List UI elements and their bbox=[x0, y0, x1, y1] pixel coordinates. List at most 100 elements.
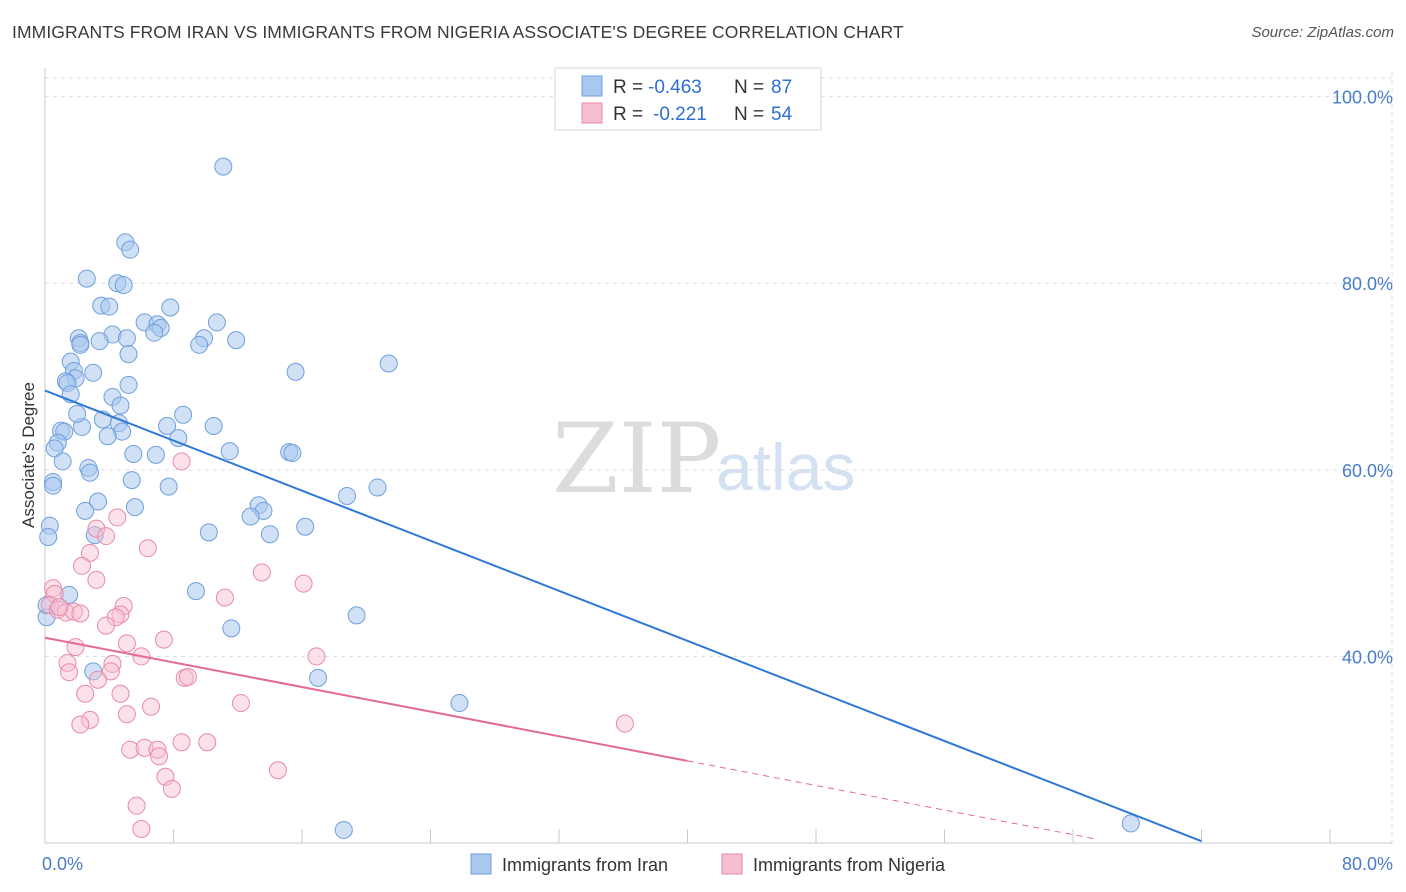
iran-point bbox=[80, 463, 99, 482]
iran-point bbox=[283, 444, 302, 463]
nigeria-point bbox=[80, 710, 99, 729]
watermark-atlas: atlas bbox=[716, 430, 855, 504]
iran-point bbox=[207, 313, 226, 332]
iran-point bbox=[296, 517, 315, 536]
iran-trend-line bbox=[44, 389, 1202, 843]
iran-point bbox=[45, 439, 64, 458]
iran-point bbox=[77, 269, 96, 288]
nigeria-point bbox=[50, 597, 69, 616]
nigeria-point bbox=[108, 508, 127, 527]
nigeria-point bbox=[215, 588, 234, 607]
iran-point bbox=[286, 362, 305, 381]
legend-iran-r-label: R = bbox=[613, 77, 643, 98]
iran-point bbox=[450, 694, 469, 713]
iran-point bbox=[98, 427, 117, 446]
y-tick-labels: 100.0% 80.0% 60.0% 40.0% bbox=[1332, 88, 1393, 668]
nigeria-point bbox=[117, 705, 136, 724]
iran-point bbox=[119, 345, 138, 364]
nigeria-point bbox=[111, 684, 130, 703]
chart-title: IMMIGRANTS FROM IRAN VS IMMIGRANTS FROM … bbox=[12, 22, 904, 42]
legend-nigeria-r-value: -0.221 bbox=[653, 104, 707, 125]
nigeria-point bbox=[60, 663, 79, 682]
bottom-legend: Immigrants from Iran Immigrants from Nig… bbox=[470, 853, 946, 875]
legend-nigeria-r-label: R = bbox=[613, 104, 643, 125]
iran-point bbox=[159, 477, 178, 496]
iran-point bbox=[161, 298, 180, 317]
nigeria-trend-line bbox=[44, 636, 688, 762]
iran-point bbox=[227, 331, 246, 350]
iran-point bbox=[337, 486, 356, 505]
iran-point bbox=[1121, 814, 1140, 833]
nigeria-point bbox=[148, 740, 167, 759]
iran-point bbox=[117, 329, 136, 348]
iran-point bbox=[146, 445, 165, 464]
nigeria-point bbox=[154, 630, 173, 649]
nigeria-point bbox=[121, 740, 140, 759]
iran-point bbox=[84, 363, 103, 382]
watermark-zip: ZIP bbox=[552, 403, 721, 515]
bottom-legend-iran-label: Immigrants from Iran bbox=[502, 855, 668, 875]
nigeria-point bbox=[97, 527, 116, 546]
iran-point bbox=[241, 507, 260, 526]
nigeria-point bbox=[71, 715, 90, 734]
iran-point bbox=[222, 619, 241, 638]
iran-point bbox=[214, 157, 233, 176]
iran-point bbox=[368, 478, 387, 497]
iran-point bbox=[190, 335, 209, 354]
nigeria-point bbox=[89, 670, 108, 689]
nigeria-point bbox=[268, 761, 287, 780]
nigeria-trend-line-extension bbox=[687, 760, 1098, 840]
nigeria-point bbox=[117, 634, 136, 653]
nigeria-point bbox=[231, 694, 250, 713]
iran-point bbox=[111, 396, 130, 415]
nigeria-point bbox=[72, 556, 91, 575]
nigeria-point bbox=[172, 733, 191, 752]
bottom-legend-nigeria-label: Immigrants from Nigeria bbox=[753, 855, 946, 875]
nigeria-point bbox=[150, 747, 169, 766]
iran-point bbox=[347, 606, 366, 625]
nigeria-point bbox=[294, 574, 313, 593]
y-tick-label: 100.0% bbox=[1332, 88, 1393, 108]
x-tick-label: 0.0% bbox=[42, 854, 83, 874]
nigeria-point bbox=[101, 662, 120, 681]
iran-point bbox=[158, 416, 177, 435]
iran-point bbox=[53, 452, 72, 471]
top-legend: R = -0.463 N = 87 R = -0.221 N = 54 bbox=[554, 67, 822, 131]
iran-point bbox=[220, 442, 239, 461]
nigeria-point bbox=[198, 733, 217, 752]
iran-point bbox=[60, 585, 79, 604]
iran-point bbox=[186, 582, 205, 601]
nigeria-point bbox=[307, 647, 326, 666]
iran-point bbox=[100, 297, 119, 316]
nigeria-point bbox=[66, 638, 85, 657]
y-tick-label: 40.0% bbox=[1342, 647, 1393, 667]
iran-point bbox=[174, 405, 193, 424]
nigeria-point bbox=[172, 452, 191, 471]
iran-point bbox=[68, 404, 87, 423]
iran-point bbox=[89, 492, 108, 511]
legend-iran-swatch bbox=[581, 75, 603, 97]
iran-point bbox=[125, 498, 144, 517]
iran-point bbox=[145, 323, 164, 342]
iran-point bbox=[119, 375, 138, 394]
nigeria-point bbox=[127, 796, 146, 815]
bottom-legend-iran-swatch bbox=[470, 853, 492, 875]
iran-point bbox=[90, 332, 109, 351]
axes bbox=[44, 68, 1392, 844]
nigeria-point bbox=[252, 563, 271, 582]
iran-point bbox=[114, 276, 133, 295]
nigeria-point bbox=[103, 654, 122, 673]
iran-point bbox=[44, 476, 63, 495]
x-tick-labels: 0.0% 80.0% bbox=[42, 854, 1393, 874]
watermark: ZIP atlas bbox=[552, 403, 855, 515]
nigeria-point bbox=[76, 684, 95, 703]
legend-iran-n-value: 87 bbox=[771, 77, 792, 98]
nigeria-point bbox=[132, 820, 151, 839]
nigeria-point bbox=[138, 539, 157, 558]
iran-point bbox=[122, 471, 141, 490]
iran-point bbox=[199, 523, 218, 542]
iran-point bbox=[124, 444, 143, 463]
legend-nigeria-n-label: N = bbox=[734, 104, 764, 125]
x-tick-label: 80.0% bbox=[1342, 854, 1393, 874]
